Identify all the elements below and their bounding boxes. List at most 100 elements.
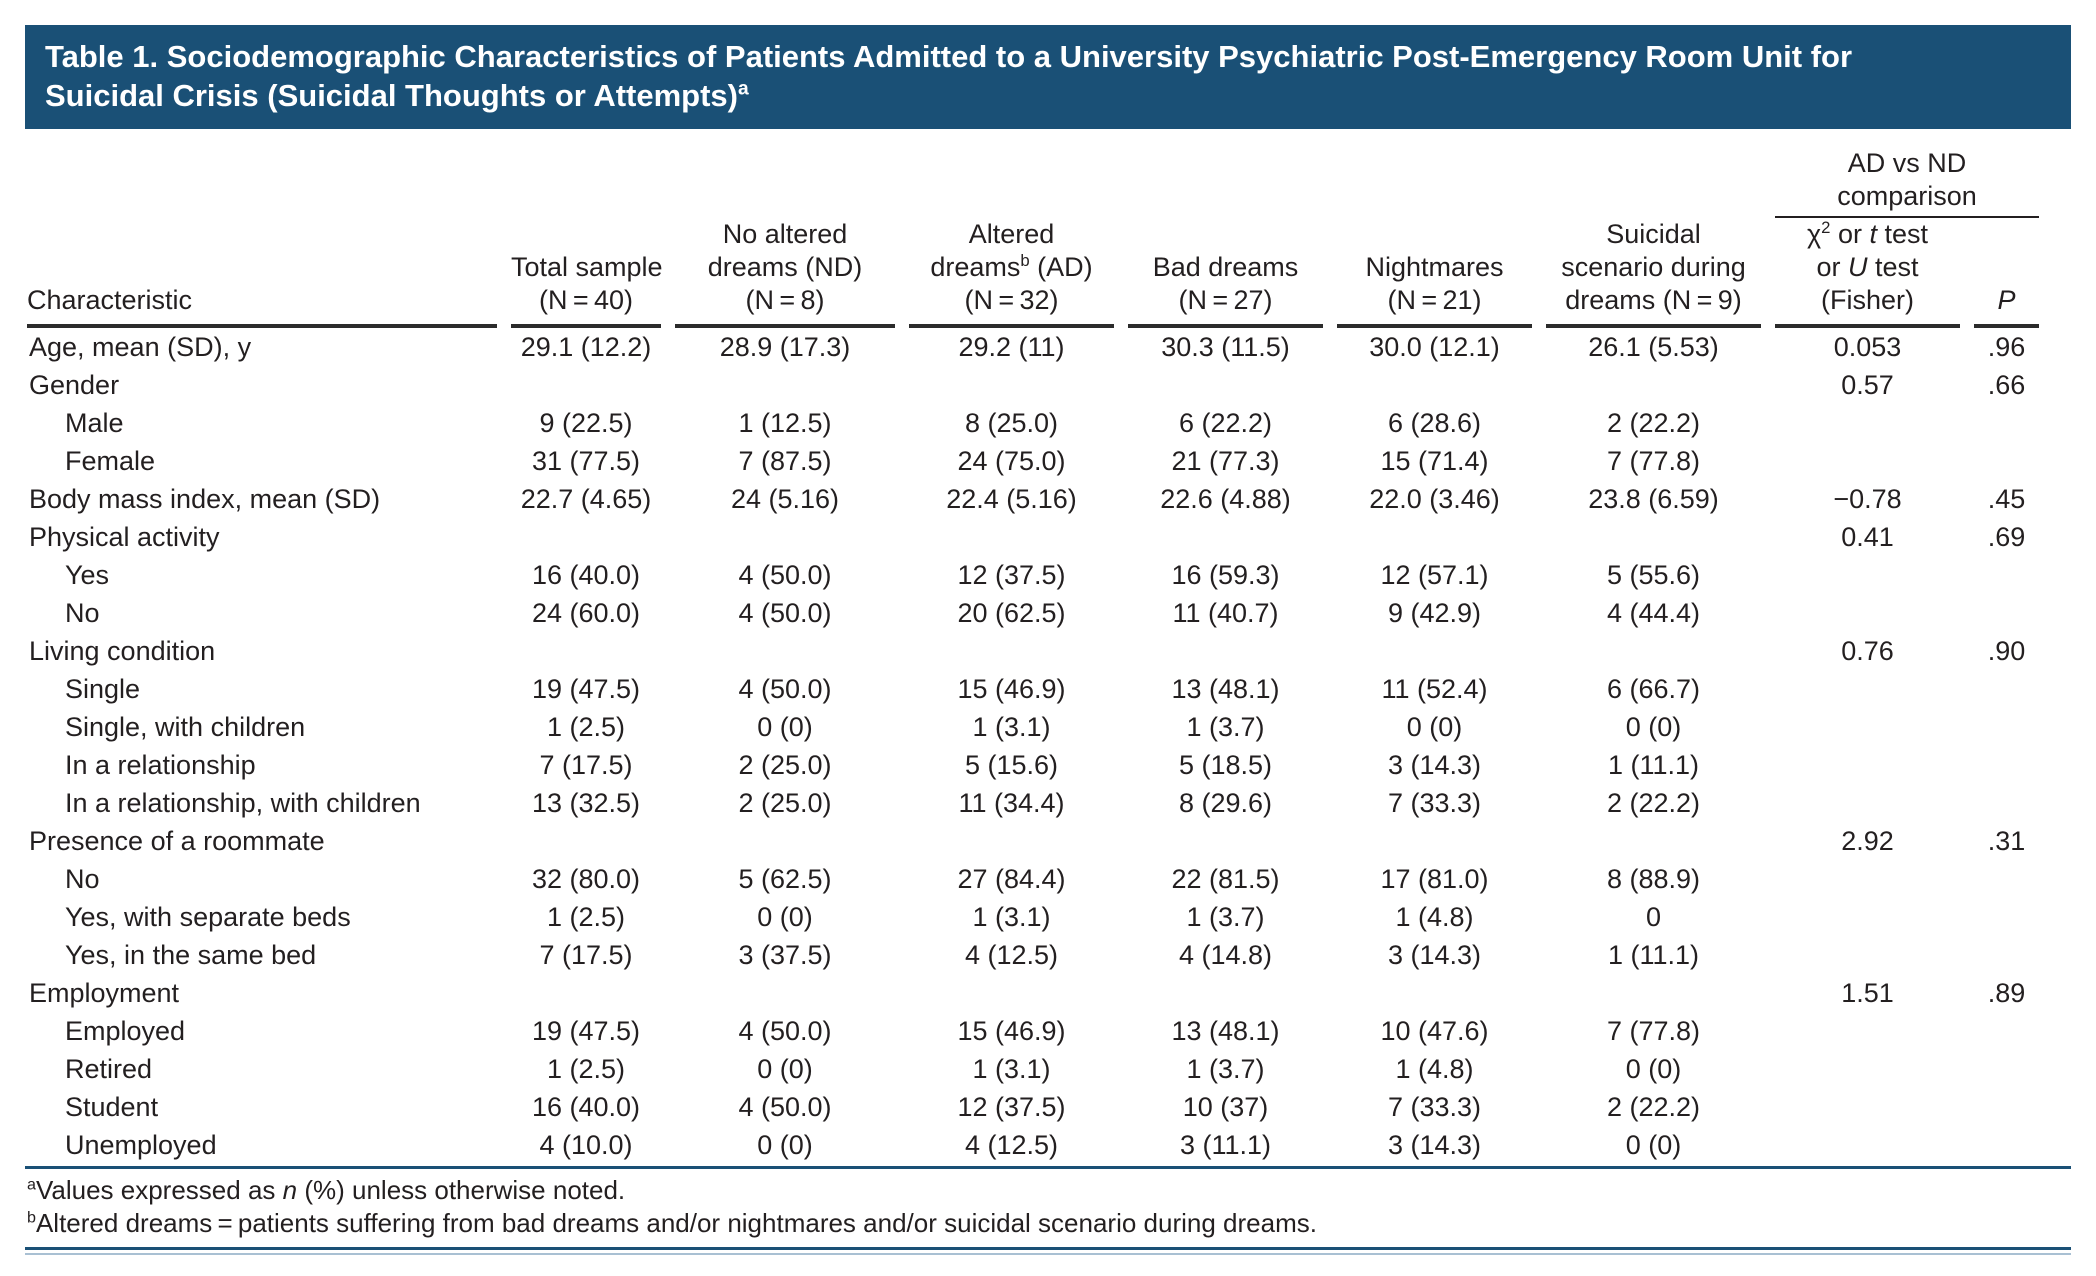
- table-title-line2: Suicidal Crisis (Suicidal Thoughts or At…: [45, 78, 749, 113]
- cell-value: .96: [1987, 331, 2026, 362]
- cell-value: [675, 974, 895, 1012]
- cell-value: [675, 366, 895, 404]
- cell-value: [511, 974, 661, 1012]
- cell-value: 4 (10.0): [539, 1129, 633, 1160]
- cell-value: 15 (71.4): [1380, 445, 1489, 476]
- cell-value: 22.4 (5.16): [946, 483, 1077, 514]
- cell-value: 5 (15.6): [964, 749, 1059, 780]
- cell-value: [909, 632, 1114, 670]
- cell-value: [1546, 518, 1761, 556]
- cell-value: 16 (59.3): [1171, 559, 1280, 590]
- cell-value: [1546, 822, 1761, 860]
- table-row: No 32 (80.0) 5 (62.5) 27 (84.4) 22 (81.5) 17 …: [27, 860, 2039, 898]
- cell-value: 1 (12.5): [738, 407, 832, 438]
- cell-value: [1775, 860, 1960, 898]
- cell-value: [1974, 746, 2039, 784]
- figure-bottom-rule-light: [25, 1253, 2071, 1255]
- table-row: Employment 1.51 .89: [27, 974, 2039, 1012]
- cell-value: .31: [1987, 825, 2026, 856]
- cell-value: [1775, 936, 1960, 974]
- cell-value: [1775, 708, 1960, 746]
- cell-value: [1974, 898, 2039, 936]
- row-label: Yes: [65, 559, 110, 590]
- cell-value: 1 (2.5): [546, 711, 626, 742]
- row-label: Living condition: [29, 635, 216, 666]
- cell-value: 0 (0): [1625, 1129, 1682, 1160]
- cell-value: 31 (77.5): [531, 445, 641, 476]
- table-title-bar: Table 1. Sociodemographic Characteristic…: [25, 25, 2071, 129]
- cell-value: 23.8 (6.59): [1588, 483, 1719, 514]
- table-row: Body mass index, mean (SD) 22.7 (4.65) 24 …: [27, 480, 2039, 518]
- col-header-no-altered-dreams: No altered dreams (ND) (N = 8): [675, 218, 895, 328]
- row-label: Single, with children: [65, 711, 306, 742]
- table-row: Male 9 (22.5) 1 (12.5) 8 (25.0) 6 (22.2) 6 (2…: [27, 404, 2039, 442]
- figure-bottom-rule: [25, 1247, 2071, 1250]
- cell-value: [1974, 708, 2039, 746]
- cell-value: −0.78: [1833, 483, 1902, 514]
- column-header-row: Characteristic Total sample (N = 40) No …: [27, 218, 2039, 328]
- cell-value: 3 (14.3): [1387, 1129, 1482, 1160]
- cell-value: 28.9 (17.3): [719, 331, 851, 362]
- cell-value: 22.7 (4.65): [520, 483, 652, 514]
- cell-value: 13 (32.5): [531, 787, 641, 818]
- cell-value: 22.6 (4.88): [1160, 483, 1291, 514]
- cell-value: 0.41: [1841, 521, 1894, 552]
- cell-value: 4 (14.8): [1178, 939, 1273, 970]
- cell-value: 6 (66.7): [1606, 673, 1701, 704]
- cell-value: 4 (50.0): [738, 597, 832, 628]
- cell-value: [1128, 822, 1323, 860]
- cell-value: 1 (4.8): [1395, 1053, 1474, 1084]
- cell-value: .89: [1987, 977, 2026, 1008]
- cell-value: 2 (22.2): [1606, 407, 1701, 438]
- col-header-test-statistic: χ2 or t test or U test (Fisher): [1775, 218, 1960, 328]
- row-label: Yes, with separate beds: [65, 901, 351, 932]
- cell-value: [675, 822, 895, 860]
- cell-value: [1974, 670, 2039, 708]
- table-row: Employed 19 (47.5) 4 (50.0) 15 (46.9) 13 (48…: [27, 1012, 2039, 1050]
- cell-value: 17 (81.0): [1380, 863, 1489, 894]
- cell-value: [909, 822, 1114, 860]
- cell-value: 0.76: [1841, 635, 1894, 666]
- cell-value: 0 (0): [1625, 1053, 1682, 1084]
- cell-value: [909, 974, 1114, 1012]
- table-row: Yes, with separate beds 1 (2.5) 0 (0) 1 (3.…: [27, 898, 2039, 936]
- comparison-header: AD vs ND comparison: [1775, 137, 2039, 218]
- cell-value: 10 (47.6): [1380, 1015, 1489, 1046]
- cell-value: [1974, 936, 2039, 974]
- row-label: In a relationship, with children: [65, 787, 421, 818]
- cell-value: [1546, 366, 1761, 404]
- cell-value: [1974, 594, 2039, 632]
- cell-value: 11 (40.7): [1172, 597, 1279, 628]
- cell-value: [1128, 974, 1323, 1012]
- cell-value: 19 (47.5): [531, 673, 641, 704]
- cell-value: .45: [1987, 483, 2026, 514]
- table-row: Physical activity 0.41 .69: [27, 518, 2039, 556]
- cell-value: [1775, 1012, 1960, 1050]
- row-label: Body mass index, mean (SD): [29, 483, 381, 514]
- row-label: Age, mean (SD), y: [29, 331, 252, 362]
- cell-value: [1775, 404, 1960, 442]
- table-row: Yes 16 (40.0) 4 (50.0) 12 (37.5) 16 (59.3) 12…: [27, 556, 2039, 594]
- comparison-header-line1: AD vs ND: [1847, 148, 1967, 178]
- row-label: Female: [65, 445, 156, 476]
- table-row: Age, mean (SD), y 29.1 (12.2) 28.9 (17.3) 2…: [27, 328, 2039, 366]
- cell-value: 1 (3.1): [972, 711, 1051, 742]
- cell-value: [1974, 404, 2039, 442]
- cell-value: 3 (14.3): [1387, 749, 1482, 780]
- table-title-line1: Table 1. Sociodemographic Characteristic…: [45, 39, 1853, 74]
- table-row: Single 19 (47.5) 4 (50.0) 15 (46.9) 13 (48.1…: [27, 670, 2039, 708]
- row-label: No: [65, 597, 100, 628]
- cell-value: [909, 518, 1114, 556]
- cell-value: [1337, 822, 1532, 860]
- cell-value: [1128, 366, 1323, 404]
- cell-value: 1 (3.7): [1186, 1053, 1265, 1084]
- cell-value: 2 (22.2): [1606, 787, 1701, 818]
- sociodemographic-table: AD vs ND comparison Characteristic Total…: [13, 137, 2053, 1164]
- row-label: Gender: [29, 369, 120, 400]
- footnote-a: aValues expressed as n (%) unless otherw…: [27, 1175, 626, 1205]
- cell-value: 24 (60.0): [531, 597, 641, 628]
- cell-value: 1.51: [1841, 977, 1894, 1008]
- cell-value: 16 (40.0): [531, 1091, 641, 1122]
- cell-value: 6 (28.6): [1387, 407, 1482, 438]
- row-label: In a relationship: [65, 749, 256, 780]
